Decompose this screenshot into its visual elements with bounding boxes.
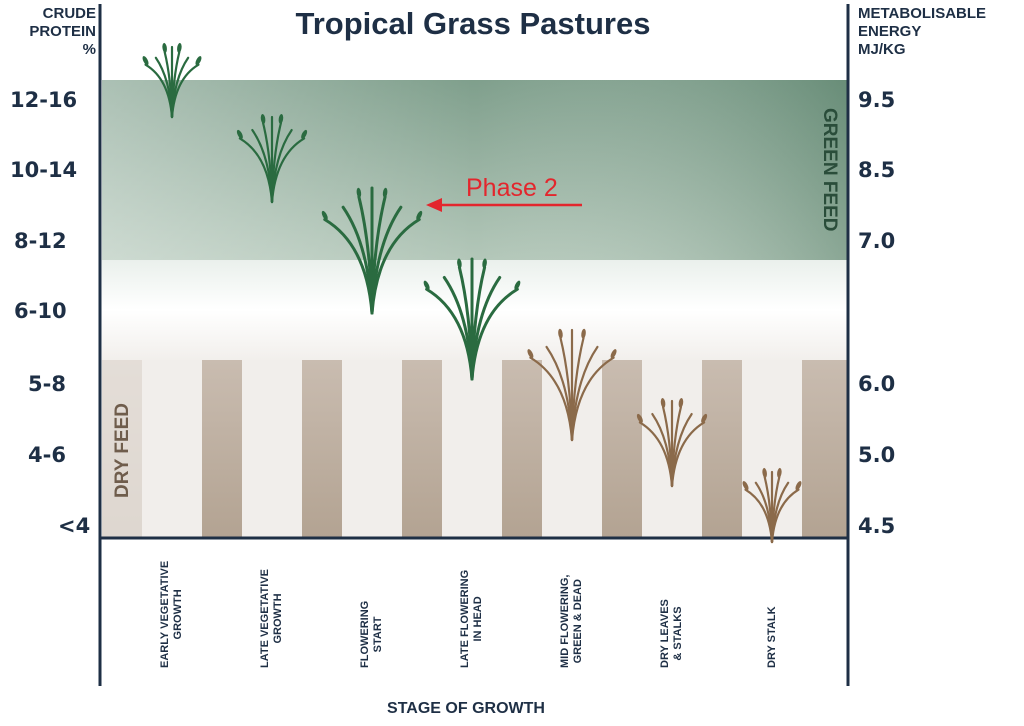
category-label-line: LATE FLOWERING <box>459 569 471 668</box>
grass-plant-marker <box>321 186 423 315</box>
dry-feed-label: DRY FEED <box>112 402 133 498</box>
grass-plant-marker <box>142 42 202 119</box>
dry-zone-column <box>342 360 402 538</box>
right-tick-label: 5.0 <box>858 443 896 467</box>
right-tick-label: 7.0 <box>858 229 896 253</box>
category-label: FLOWERING START <box>359 601 385 668</box>
left-axis-title: CRUDE PROTEIN % <box>0 5 96 59</box>
category-label: DRY STALK <box>766 606 779 668</box>
category-label-line: LATE VEGETATIVE <box>259 568 271 668</box>
category-label-line: START <box>372 616 384 653</box>
category-label-line: MID FLOWERING, <box>559 574 571 669</box>
right-axis-title: METABOLISABLE ENERGY MJ/KG <box>858 5 1018 59</box>
category-label-line: EARLY VEGETATIVE <box>159 560 171 668</box>
left-tick-label: 8-12 <box>14 229 67 253</box>
left-tick-label: 6-10 <box>14 299 67 323</box>
category-label-line: IN HEAD <box>472 596 484 642</box>
phase-2-arrow <box>426 198 582 212</box>
category-label-line: & STALKS <box>672 606 684 661</box>
right-axis-title-line: ENERGY <box>858 23 922 40</box>
grass-plant-marker <box>423 257 521 381</box>
category-label: LATE VEGETATIVE GROWTH <box>259 569 285 668</box>
grass-plant-marker <box>236 113 308 204</box>
left-axis-title-line: % <box>82 41 96 58</box>
right-tick-label: 6.0 <box>858 372 896 396</box>
dry-zone-column <box>242 360 302 538</box>
category-label-line: GROWTH <box>272 593 284 644</box>
category-label: EARLY VEGETATIVE GROWTH <box>159 561 185 668</box>
right-tick-label: 9.5 <box>858 88 896 112</box>
category-label: DRY LEAVES & STALKS <box>659 599 685 668</box>
left-axis-title-line: PROTEIN <box>29 23 96 40</box>
green-feed-zone <box>102 80 847 260</box>
dry-feed-zone <box>102 360 847 538</box>
category-label-line: DRY STALK <box>765 606 778 668</box>
left-tick-label: 10-14 <box>10 158 78 182</box>
category-label-line: FLOWERING <box>359 600 371 668</box>
category-label-line: GROWTH <box>172 589 184 640</box>
x-axis-title: STAGE OF GROWTH <box>387 700 545 717</box>
grass-plant-marker <box>527 328 617 442</box>
chart-title: Tropical Grass Pastures <box>295 6 651 41</box>
grass-plant-marker <box>742 467 802 544</box>
right-tick-label: 8.5 <box>858 158 896 182</box>
category-label-line: GREEN & DEAD <box>572 579 584 664</box>
left-tick-label: 5-8 <box>28 372 66 396</box>
dry-zone-column <box>142 360 202 538</box>
category-label: LATE FLOWERING IN HEAD <box>459 570 485 668</box>
dry-zone-column <box>442 360 502 538</box>
left-tick-label: 12-16 <box>10 88 78 112</box>
right-tick-label: 4.5 <box>858 514 896 538</box>
phase-2-annotation: Phase 2 <box>466 174 558 202</box>
left-axis-title-line: CRUDE <box>42 5 96 22</box>
dry-zone-column <box>102 360 142 538</box>
category-label-line: DRY LEAVES <box>659 599 671 668</box>
category-label: MID FLOWERING, GREEN & DEAD <box>559 575 585 669</box>
green-feed-label: GREEN FEED <box>819 108 840 232</box>
grass-plant-marker <box>636 397 708 488</box>
right-axis-title-line: MJ/KG <box>858 41 906 58</box>
left-tick-label: <4 <box>58 514 91 538</box>
right-axis-title-line: METABOLISABLE <box>858 5 987 22</box>
left-tick-label: 4-6 <box>28 443 66 467</box>
